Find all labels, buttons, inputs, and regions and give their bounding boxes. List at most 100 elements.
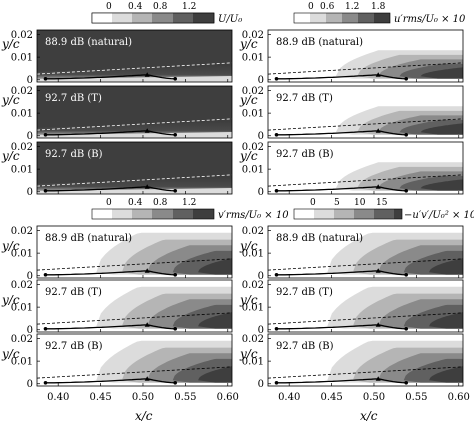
separation-point-marker xyxy=(43,189,48,193)
panel-frame xyxy=(267,279,464,333)
separation-point-marker xyxy=(274,381,279,385)
reattachment-point-marker xyxy=(404,77,409,81)
x-axis-label: x/c xyxy=(135,409,153,423)
separation-point-marker xyxy=(274,133,279,137)
y-tick-label: 0.02 xyxy=(242,30,264,41)
reattachment-point-marker xyxy=(404,133,409,137)
panel-frame xyxy=(267,85,464,139)
panel-frame xyxy=(267,225,464,279)
max-height-marker xyxy=(144,376,150,381)
colorbar-mid-right: 0 5 10 15 −u′v′/U₀² × 10³ xyxy=(293,198,474,221)
separation-point-marker xyxy=(274,327,279,331)
contour-band xyxy=(198,258,232,275)
y-tick-label: 0.02 xyxy=(242,226,264,237)
heatmap-panel: 92.7 dB (T) 0 0.01 0.02 xyxy=(242,85,464,142)
cb-tl-title: U/U₀ xyxy=(218,14,242,25)
x-tick-label: 0.55 xyxy=(174,392,196,403)
dividing-streamline xyxy=(45,130,176,136)
max-height-marker xyxy=(375,322,381,327)
x-tick-label: 0.60 xyxy=(448,392,470,403)
reattachment-point-marker xyxy=(173,133,177,137)
y-tick-label: 0.02 xyxy=(242,334,264,345)
y-axis-label: y/c xyxy=(239,293,258,307)
dividing-streamline xyxy=(276,130,407,136)
dashed-edge-line xyxy=(267,174,464,187)
y-axis-label: y/c xyxy=(1,293,20,307)
dashed-edge-line xyxy=(267,366,464,379)
max-height-marker xyxy=(144,268,150,273)
cb-tr-title: u′rms/U₀ × 10 xyxy=(394,14,466,25)
dashed-edge-line xyxy=(267,62,464,75)
panel-frame xyxy=(36,85,233,139)
y-axis-labels: y/c y/c y/c y/c y/c y/c y/c y/c y/c y/c … xyxy=(1,37,258,361)
heatmap-panel: 92.7 dB (B) 0 0.01 0.02 0.40 0.45 0.50 0.55 0.60 xyxy=(11,333,239,403)
case-label: 92.7 dB (B) xyxy=(45,341,103,352)
dividing-streamline xyxy=(276,270,407,276)
y-axis-label: y/c xyxy=(1,93,20,107)
heatmap-panel: 92.7 dB (B) 0 0.01 0.02 xyxy=(11,141,233,198)
panel-frame xyxy=(36,333,233,387)
dividing-streamline xyxy=(276,186,407,192)
dividing-streamline xyxy=(276,378,407,384)
y-tick-label: 0.02 xyxy=(242,142,264,153)
dividing-streamline xyxy=(45,74,176,80)
case-label: 92.7 dB (T) xyxy=(276,93,333,104)
field-wall-layer xyxy=(37,188,232,194)
y-axis-label: y/c xyxy=(1,239,20,253)
contour-band xyxy=(420,179,463,191)
dashed-edge-line xyxy=(36,62,233,75)
cb-tr-tick: 1.8 xyxy=(371,2,386,12)
panel-frame xyxy=(36,225,233,279)
reattachment-point-marker xyxy=(404,189,409,193)
dividing-streamline xyxy=(276,74,407,80)
heatmap-panel: 88.9 dB (natural) 0 0.01 0.02 xyxy=(242,225,464,282)
cb-ml-tick: 1.2 xyxy=(182,198,196,208)
reattachment-point-marker xyxy=(173,189,177,193)
y-tick-label: 0 xyxy=(27,75,33,86)
reattachment-point-marker xyxy=(404,381,409,385)
colorbar-top-left: 0 0.4 0.8 1.2 U/U₀ xyxy=(91,2,242,25)
cb-tr-tick: 1.2 xyxy=(345,2,359,12)
y-tick-label: 0 xyxy=(27,271,33,282)
heatmap-panel: 88.9 dB (natural) 0 0.01 0.02 xyxy=(242,29,464,86)
cb-ml-tick: 0 xyxy=(106,198,112,208)
y-tick-label: 0 xyxy=(258,325,264,336)
case-label: 92.7 dB (T) xyxy=(276,287,333,298)
dividing-streamline xyxy=(276,324,407,330)
heatmap-panel: 92.7 dB (T) 0 0.01 0.02 xyxy=(11,85,233,142)
contour-band xyxy=(198,366,232,383)
heatmap-panel: 92.7 dB (T) 0 0.01 0.02 xyxy=(11,279,233,336)
dividing-streamline xyxy=(45,324,176,330)
y-axis-label: y/c xyxy=(239,239,258,253)
case-label: 88.9 dB (natural) xyxy=(276,233,363,244)
y-tick-label: 0.01 xyxy=(242,303,264,314)
max-height-marker xyxy=(144,72,150,77)
heatmap-panel: 88.9 dB (natural) 0 0.01 0.02 xyxy=(11,225,233,282)
max-height-marker xyxy=(375,184,381,189)
y-tick-label: 0 xyxy=(258,131,264,142)
dashed-edge-line xyxy=(36,258,233,271)
y-axis-label: y/c xyxy=(1,37,20,51)
y-tick-label: 0.01 xyxy=(11,357,33,368)
cb-tr-tick: 0 xyxy=(308,2,314,12)
cb-tr-tick: 0.6 xyxy=(320,2,335,12)
y-tick-label: 0.01 xyxy=(242,249,264,260)
separation-point-marker xyxy=(274,189,279,193)
separation-point-marker xyxy=(274,273,279,277)
cb-mr-title: −u′v′/U₀² × 10³ xyxy=(404,210,474,221)
separation-point-marker xyxy=(43,327,48,331)
y-axis-label: y/c xyxy=(1,149,20,163)
case-label: 92.7 dB (B) xyxy=(276,149,334,160)
cb-ml-title: v′rms/U₀ × 10 xyxy=(218,210,289,221)
dashed-edge-line xyxy=(36,366,233,379)
case-label: 92.7 dB (B) xyxy=(276,341,334,352)
contour-band xyxy=(429,366,463,383)
y-tick-label: 0 xyxy=(258,75,264,86)
x-tick-label: 0.45 xyxy=(89,392,111,403)
separation-point-marker xyxy=(274,77,279,81)
contour-band xyxy=(420,123,463,135)
x-tick-label: 0.60 xyxy=(217,392,239,403)
y-tick-label: 0.01 xyxy=(11,303,33,314)
separation-point-marker xyxy=(43,381,48,385)
